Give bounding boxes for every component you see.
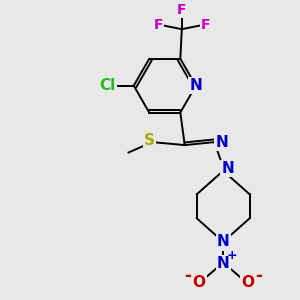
Text: N: N	[190, 78, 202, 93]
Text: N: N	[215, 135, 228, 150]
Text: F: F	[201, 18, 210, 32]
Text: F: F	[177, 3, 187, 17]
Text: +: +	[226, 250, 237, 262]
Text: F: F	[153, 18, 163, 32]
Text: N: N	[217, 234, 230, 249]
Text: O: O	[193, 275, 206, 290]
Text: Cl: Cl	[100, 78, 116, 93]
Text: N: N	[217, 256, 230, 272]
Text: -: -	[184, 267, 191, 285]
Text: N: N	[221, 161, 234, 176]
Text: -: -	[255, 267, 262, 285]
Text: S: S	[144, 133, 155, 148]
Text: O: O	[241, 275, 254, 290]
